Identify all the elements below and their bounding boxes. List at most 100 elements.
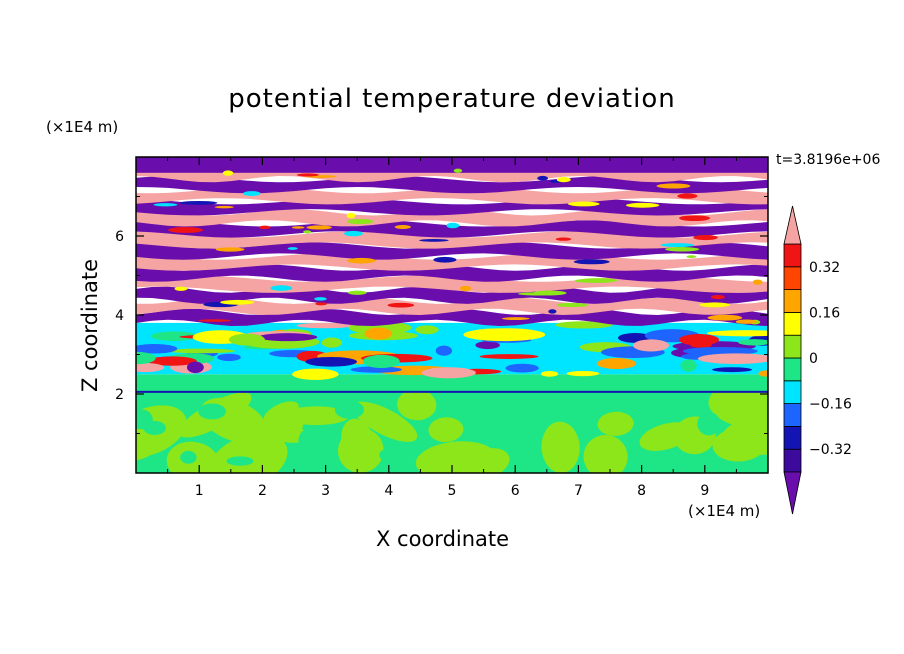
field-streak xyxy=(682,346,758,356)
field-blob xyxy=(198,403,226,420)
field-boundary-streak xyxy=(693,234,718,241)
field-boundary-streak xyxy=(664,247,700,252)
field-blob xyxy=(721,417,768,455)
field-boundary-streak xyxy=(344,230,363,237)
field-boundary-streak xyxy=(197,319,232,322)
field-boundary-streak xyxy=(656,183,691,189)
colorbar-box xyxy=(783,380,802,404)
colorbar-tick-label: 0.16 xyxy=(809,305,840,321)
field-streak xyxy=(555,321,613,329)
field-transition xyxy=(136,374,768,393)
field-boundary-streak xyxy=(573,259,610,265)
x-tick-label: 6 xyxy=(511,483,520,499)
field-streak xyxy=(217,353,241,361)
colorbar-box xyxy=(783,266,802,290)
field-boundary-streak xyxy=(270,285,293,291)
field-streak xyxy=(321,337,342,348)
field-streak xyxy=(475,341,500,350)
field-blob xyxy=(259,418,307,443)
field-blob xyxy=(298,430,313,453)
contour-field xyxy=(136,157,768,473)
field-boundary-streak xyxy=(179,200,218,205)
field-blob xyxy=(639,422,693,451)
field-blob xyxy=(334,400,365,419)
field-blob xyxy=(583,434,628,473)
field-streak xyxy=(136,363,165,373)
field-streak xyxy=(421,367,476,379)
field-band xyxy=(136,209,768,227)
field-streak xyxy=(566,370,600,377)
field-boundary-streak xyxy=(752,279,763,285)
colorbar-box xyxy=(783,334,802,359)
field-boundary-streak xyxy=(556,302,589,308)
x-tick-label: 4 xyxy=(384,483,393,499)
field-streak xyxy=(712,367,753,373)
field-boundary-streak xyxy=(710,294,725,300)
field-boundary-streak xyxy=(537,175,549,181)
field-boundary-streak xyxy=(574,278,615,283)
field-boundary-streak xyxy=(679,215,711,222)
field-blob xyxy=(263,401,299,424)
field-boundary-streak xyxy=(215,247,245,252)
field-boundary-streak xyxy=(556,177,571,183)
field-blob xyxy=(697,411,721,436)
field-blob xyxy=(397,389,437,421)
field-band xyxy=(136,242,768,260)
field-boundary-streak xyxy=(686,255,697,259)
y-tick-label: 2 xyxy=(115,387,124,403)
field-streak xyxy=(136,351,156,365)
field-streak xyxy=(415,325,439,335)
field-boundary-streak xyxy=(243,191,261,197)
field-band xyxy=(136,176,768,194)
x-tick-label: 7 xyxy=(574,483,583,499)
field-streak xyxy=(305,356,357,367)
field-streak xyxy=(632,339,670,352)
chart-title: potential temperature deviation xyxy=(228,84,676,114)
field-streak xyxy=(678,334,720,346)
y-tick-label: 4 xyxy=(115,308,124,324)
colorbar-extend-high xyxy=(783,205,802,245)
field-boundary-streak xyxy=(433,256,457,263)
field-boundary-streak xyxy=(660,243,695,248)
field-streak xyxy=(680,359,697,372)
field-blob xyxy=(464,403,490,419)
field-boundary-streak xyxy=(568,201,600,207)
field-boundary-streak xyxy=(699,302,731,308)
field-boundary-streak xyxy=(153,203,178,207)
field-boundary-streak xyxy=(214,205,234,209)
y-axis-unit-label: (×1E4 m) xyxy=(46,118,119,136)
field-streak xyxy=(540,370,559,377)
x-axis-title: X coordinate xyxy=(376,527,510,551)
field-streak xyxy=(150,331,198,341)
field-streak xyxy=(596,358,637,370)
colorbar-box xyxy=(783,448,802,473)
field-band xyxy=(136,187,768,205)
field-boundary-streak xyxy=(419,239,449,242)
field-boundary-streak xyxy=(296,173,319,177)
field-streak xyxy=(350,366,402,373)
field-streak xyxy=(296,322,354,329)
colorbar-box xyxy=(783,357,802,382)
field-boundary-streak xyxy=(735,319,757,324)
field-transition-line xyxy=(136,390,768,393)
x-axis-unit-label: (×1E4 m) xyxy=(688,502,761,520)
colorbar-tick-label: −0.32 xyxy=(809,442,852,458)
field-boundary-streak xyxy=(220,299,255,305)
field-streak xyxy=(362,354,400,369)
field-boundary-streak xyxy=(346,218,374,225)
x-tick-label: 5 xyxy=(448,483,457,499)
field-boundary-streak xyxy=(258,225,271,230)
field-boundary-streak xyxy=(459,285,472,292)
field-band xyxy=(136,220,768,238)
field-boundary-streak xyxy=(548,309,557,314)
x-tick-label: 2 xyxy=(258,483,267,499)
field-band xyxy=(136,231,768,249)
field-boundary-streak xyxy=(453,168,463,173)
field-streak xyxy=(136,343,178,354)
colorbar-box xyxy=(783,289,802,313)
colorbar-tick-label: −0.16 xyxy=(809,397,852,413)
field-streak xyxy=(697,353,768,364)
field-streak xyxy=(706,330,768,337)
x-tick-label: 8 xyxy=(637,483,646,499)
field-streak xyxy=(228,333,265,346)
